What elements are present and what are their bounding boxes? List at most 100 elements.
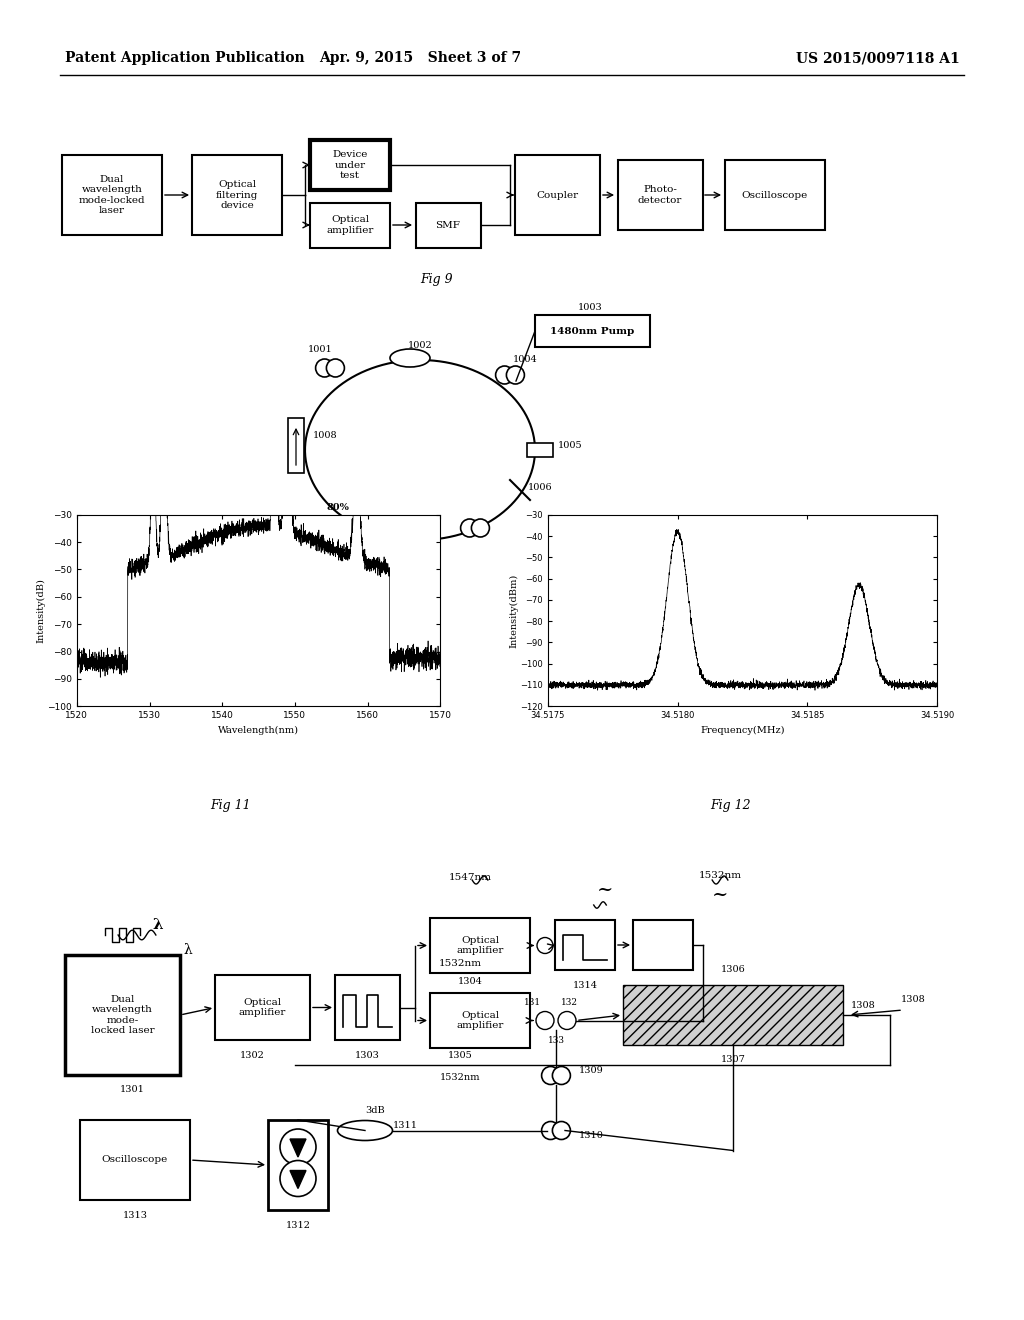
Text: 1314: 1314 <box>572 981 597 990</box>
Text: 132: 132 <box>560 998 578 1007</box>
Text: 1301: 1301 <box>120 1085 145 1094</box>
Text: Coupler: Coupler <box>536 190 579 199</box>
Text: 1303: 1303 <box>355 1051 380 1060</box>
Text: 1480nm Pump: 1480nm Pump <box>550 326 634 335</box>
X-axis label: Wavelength(nm): Wavelength(nm) <box>218 726 299 735</box>
FancyBboxPatch shape <box>527 444 553 457</box>
Text: 1305: 1305 <box>447 1052 472 1060</box>
Circle shape <box>542 1122 559 1139</box>
Text: ~: ~ <box>712 886 728 904</box>
Ellipse shape <box>338 1121 392 1140</box>
Y-axis label: Intensity(dB): Intensity(dB) <box>37 578 46 643</box>
Circle shape <box>536 1011 554 1030</box>
Ellipse shape <box>390 348 430 367</box>
Text: 1308: 1308 <box>851 1001 876 1010</box>
Text: 1005: 1005 <box>558 441 583 450</box>
Text: 131: 131 <box>524 998 542 1007</box>
Y-axis label: Intensity(dBm): Intensity(dBm) <box>510 573 519 648</box>
FancyBboxPatch shape <box>535 315 650 347</box>
FancyBboxPatch shape <box>416 203 481 248</box>
Text: 133: 133 <box>548 1036 564 1045</box>
Text: λ: λ <box>153 917 163 932</box>
FancyBboxPatch shape <box>335 975 400 1040</box>
Text: Dual
wavelength
mode-locked
laser: Dual wavelength mode-locked laser <box>79 176 145 215</box>
Text: Fig 11: Fig 11 <box>210 799 250 812</box>
Text: 80%: 80% <box>327 503 349 512</box>
FancyBboxPatch shape <box>623 985 843 1045</box>
Text: 1309: 1309 <box>579 1067 603 1074</box>
Circle shape <box>537 937 553 953</box>
FancyBboxPatch shape <box>80 1119 190 1200</box>
Ellipse shape <box>378 525 422 545</box>
Circle shape <box>552 1122 570 1139</box>
Circle shape <box>507 366 524 384</box>
FancyBboxPatch shape <box>430 993 530 1048</box>
Text: 1313: 1313 <box>123 1210 147 1220</box>
Text: 1532nm: 1532nm <box>439 1073 480 1082</box>
Text: Optical
filtering
device: Optical filtering device <box>216 180 258 210</box>
Text: Optical
amplifier: Optical amplifier <box>239 998 286 1018</box>
Text: 1308: 1308 <box>901 995 926 1005</box>
Circle shape <box>496 366 514 384</box>
FancyBboxPatch shape <box>555 920 615 970</box>
FancyBboxPatch shape <box>288 418 304 473</box>
FancyBboxPatch shape <box>618 160 703 230</box>
Text: SMF: SMF <box>435 220 461 230</box>
Text: 1311: 1311 <box>392 1121 418 1130</box>
FancyBboxPatch shape <box>633 920 693 970</box>
Circle shape <box>327 359 344 378</box>
FancyBboxPatch shape <box>215 975 310 1040</box>
Text: 1004: 1004 <box>513 355 538 364</box>
FancyBboxPatch shape <box>268 1119 328 1210</box>
Text: Patent Application Publication: Patent Application Publication <box>65 51 304 65</box>
Text: Dual
wavelength
mode-
locked laser: Dual wavelength mode- locked laser <box>91 995 155 1035</box>
Text: ~: ~ <box>597 880 613 899</box>
Circle shape <box>471 519 489 537</box>
Text: Apr. 9, 2015   Sheet 3 of 7: Apr. 9, 2015 Sheet 3 of 7 <box>318 51 521 65</box>
Circle shape <box>558 1011 575 1030</box>
FancyBboxPatch shape <box>430 917 530 973</box>
Text: 1532nm: 1532nm <box>438 958 481 968</box>
Text: 1302: 1302 <box>240 1051 265 1060</box>
Text: 1001: 1001 <box>307 346 333 355</box>
Text: Optical
amplifier: Optical amplifier <box>457 936 504 956</box>
FancyBboxPatch shape <box>725 160 825 230</box>
Text: 1008: 1008 <box>312 430 337 440</box>
Text: Oscilloscope: Oscilloscope <box>101 1155 168 1164</box>
FancyBboxPatch shape <box>310 140 390 190</box>
Text: 1312: 1312 <box>286 1221 310 1229</box>
Text: 1547nm: 1547nm <box>449 874 492 883</box>
Text: 1306: 1306 <box>721 965 745 974</box>
Text: Fig 12: Fig 12 <box>710 799 751 812</box>
Text: 1304: 1304 <box>458 977 482 986</box>
Text: Device
under
test: Device under test <box>333 150 368 180</box>
Text: λ: λ <box>183 942 193 957</box>
Text: Optical
amplifier: Optical amplifier <box>327 215 374 235</box>
Text: 3dB: 3dB <box>366 1106 385 1115</box>
Text: 1310: 1310 <box>579 1131 603 1140</box>
Text: 1007: 1007 <box>395 516 421 524</box>
Polygon shape <box>290 1139 306 1158</box>
Text: Oscilloscope: Oscilloscope <box>741 190 808 199</box>
FancyBboxPatch shape <box>62 154 162 235</box>
Polygon shape <box>290 1171 306 1188</box>
Text: Photo-
detector: Photo- detector <box>638 185 682 205</box>
FancyBboxPatch shape <box>515 154 600 235</box>
Circle shape <box>280 1160 316 1196</box>
FancyBboxPatch shape <box>65 954 180 1074</box>
Circle shape <box>542 1067 559 1085</box>
Circle shape <box>552 1067 570 1085</box>
Text: 1002: 1002 <box>408 341 432 350</box>
Text: 1003: 1003 <box>578 304 602 313</box>
Circle shape <box>280 1129 316 1166</box>
Text: Optical
amplifier: Optical amplifier <box>457 1011 504 1030</box>
FancyBboxPatch shape <box>193 154 282 235</box>
Text: Fig 10: Fig 10 <box>399 581 440 594</box>
Text: Fig 9: Fig 9 <box>421 273 454 286</box>
Text: 20%: 20% <box>317 558 339 568</box>
Text: US 2015/0097118 A1: US 2015/0097118 A1 <box>797 51 961 65</box>
X-axis label: Frequency(MHz): Frequency(MHz) <box>700 726 784 735</box>
Text: 1006: 1006 <box>527 483 552 492</box>
FancyBboxPatch shape <box>310 203 390 248</box>
Circle shape <box>315 359 334 378</box>
